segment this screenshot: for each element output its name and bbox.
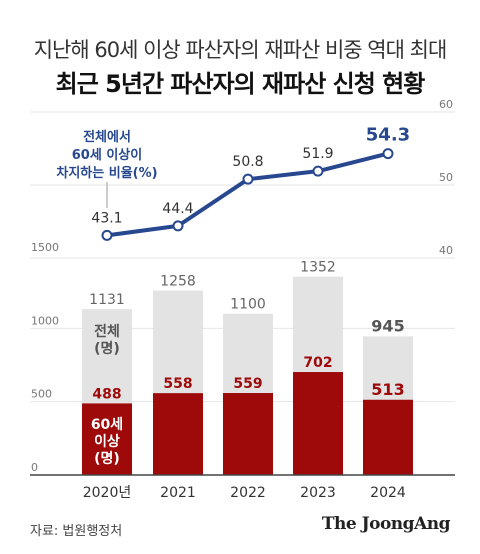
right-tick-label: 60 xyxy=(439,98,453,111)
right-tick-label: 50 xyxy=(439,171,453,184)
x-tick-label: 2021 xyxy=(160,485,196,501)
senior-bar xyxy=(153,393,203,475)
left-tick-label: 1000 xyxy=(31,314,59,327)
total-bar-label: 1352 xyxy=(300,260,336,276)
share-point-label: 54.3 xyxy=(366,125,410,146)
x-tick-label: 2024 xyxy=(370,485,406,501)
share-point xyxy=(382,148,394,160)
share-point-label: 51.9 xyxy=(302,146,333,162)
share-point-label: 50.8 xyxy=(232,154,263,170)
source-note: 자료: 법원행정처 xyxy=(30,524,123,539)
total-bar-label: 1131 xyxy=(89,292,125,308)
chart-title: 최근 5년간 파산자의 재파산 신청 현황 xyxy=(55,70,426,98)
brand-logo: The JoongAng xyxy=(321,514,451,534)
total-bar-label: 1100 xyxy=(230,297,266,313)
senior-series-label: 60세 이상 (명) xyxy=(91,417,123,467)
senior-bar-label: 558 xyxy=(163,376,192,392)
left-tick-label: 500 xyxy=(31,388,52,401)
total-bar-label: 945 xyxy=(371,316,404,335)
share-point xyxy=(312,165,324,177)
senior-bar-label: 513 xyxy=(371,380,404,399)
x-tick-label: 2023 xyxy=(300,485,336,501)
senior-bar xyxy=(223,393,273,475)
senior-bar-label: 488 xyxy=(92,386,121,402)
x-tick-label: 2022 xyxy=(230,485,266,501)
x-tick-label: 2020년 xyxy=(83,485,132,501)
share-point xyxy=(242,173,254,185)
senior-bar xyxy=(293,372,343,475)
right-tick-label: 40 xyxy=(439,244,453,257)
share-point-label: 43.1 xyxy=(91,210,122,226)
senior-bar-label: 702 xyxy=(303,355,332,371)
share-series-label: 전체에서 60세 이상이 차지하는 비율(%) xyxy=(56,129,157,181)
senior-bar-label: 559 xyxy=(233,376,262,392)
chart-subtitle: 지난해 60세 이상 파산자의 재파산 비중 역대 최대 xyxy=(33,38,448,62)
share-point xyxy=(101,229,113,241)
total-bar-label: 1258 xyxy=(160,273,196,289)
share-point xyxy=(172,220,184,232)
total-series-label: 전체 (명) xyxy=(94,323,120,357)
left-tick-label: 0 xyxy=(31,461,38,474)
share-point-label: 44.4 xyxy=(162,201,193,217)
left-tick-label: 1500 xyxy=(31,241,59,254)
senior-bar xyxy=(82,403,132,475)
senior-bar xyxy=(363,399,413,475)
